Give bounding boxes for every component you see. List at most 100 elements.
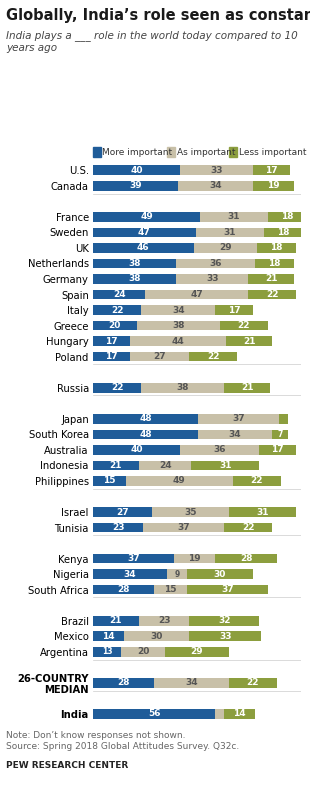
Bar [200,212,268,222]
Bar [228,508,296,517]
Text: 56: 56 [148,710,161,718]
Bar [257,243,296,253]
Text: 22: 22 [111,305,123,315]
Bar [93,678,154,688]
Text: 46: 46 [137,243,150,252]
Bar [187,569,253,579]
Bar [176,274,248,284]
Bar [124,631,189,641]
Bar [93,508,152,517]
Text: 22: 22 [237,321,250,330]
Text: 17: 17 [272,446,284,454]
Bar [93,352,130,362]
Text: 31: 31 [219,461,232,470]
Bar [152,508,228,517]
Bar [93,289,145,299]
Bar [189,616,259,626]
Text: Less important: Less important [239,147,306,157]
Bar [93,430,198,439]
Bar [93,243,193,253]
Text: 37: 37 [127,554,140,563]
Text: 17: 17 [105,336,118,346]
Bar [122,647,165,657]
Bar [198,414,279,423]
Text: 21: 21 [265,274,277,283]
Text: 39: 39 [129,182,142,190]
Text: Globally, India’s role seen as constant: Globally, India’s role seen as constant [6,8,310,23]
Text: 18: 18 [281,213,294,221]
Text: 33: 33 [210,166,223,174]
Bar [154,678,228,688]
Text: 27: 27 [153,352,166,361]
Bar [215,554,277,563]
Bar [196,228,264,237]
Bar [93,616,139,626]
Bar [93,414,198,423]
Text: 22: 22 [251,477,263,485]
Bar [93,554,174,563]
Text: 17: 17 [265,166,277,174]
Bar [268,212,307,222]
Text: 21: 21 [110,461,122,470]
Bar [93,383,141,393]
Text: 28: 28 [240,554,252,563]
Text: More important: More important [102,147,172,157]
Bar [93,709,215,718]
Bar [143,523,224,532]
Bar [93,585,154,595]
Text: 49: 49 [140,213,153,221]
Text: 48: 48 [139,414,152,423]
Text: 40: 40 [131,446,143,454]
Bar [248,274,294,284]
Bar [130,352,189,362]
Bar [93,336,130,346]
Text: 18: 18 [268,259,281,268]
Bar [189,352,237,362]
Text: 34: 34 [172,305,184,315]
Text: 30: 30 [150,632,162,641]
Text: 22: 22 [242,523,255,532]
Text: 21: 21 [110,616,122,625]
Bar [215,305,253,315]
Bar [93,274,176,284]
Bar [167,569,187,579]
Bar [224,383,270,393]
Bar [224,523,272,532]
Bar [253,181,294,190]
Text: 17: 17 [228,305,240,315]
Bar [139,616,189,626]
Bar [220,321,268,331]
Text: 23: 23 [112,523,124,532]
Text: 18: 18 [270,243,283,252]
Text: 40: 40 [131,166,143,174]
Text: 30: 30 [214,569,226,579]
Bar [93,631,124,641]
Bar [233,476,281,486]
Bar [174,554,215,563]
Text: India plays a ___ role in the world today compared to 10
years ago: India plays a ___ role in the world toda… [6,30,298,52]
Text: 38: 38 [128,274,141,283]
Bar [93,259,176,268]
Text: 37: 37 [221,585,234,594]
Bar [93,305,141,315]
Bar [93,569,167,579]
Text: 32: 32 [218,616,230,625]
Text: 38: 38 [128,259,141,268]
Text: 38: 38 [172,321,184,330]
Text: Note: Don’t know responses not shown.
Source: Spring 2018 Global Attitudes Surve: Note: Don’t know responses not shown. So… [6,731,239,750]
Bar [93,166,180,175]
Text: 29: 29 [191,647,203,657]
Text: 28: 28 [117,678,130,688]
Bar [93,212,200,222]
Bar [191,461,259,470]
Bar [93,647,122,657]
Bar [93,181,178,190]
Bar [226,336,272,346]
Bar [93,321,137,331]
Bar [272,430,288,439]
Text: 37: 37 [177,523,190,532]
Bar [279,414,288,423]
Text: 31: 31 [224,228,236,237]
Text: 29: 29 [219,243,232,252]
Text: 44: 44 [172,336,185,346]
